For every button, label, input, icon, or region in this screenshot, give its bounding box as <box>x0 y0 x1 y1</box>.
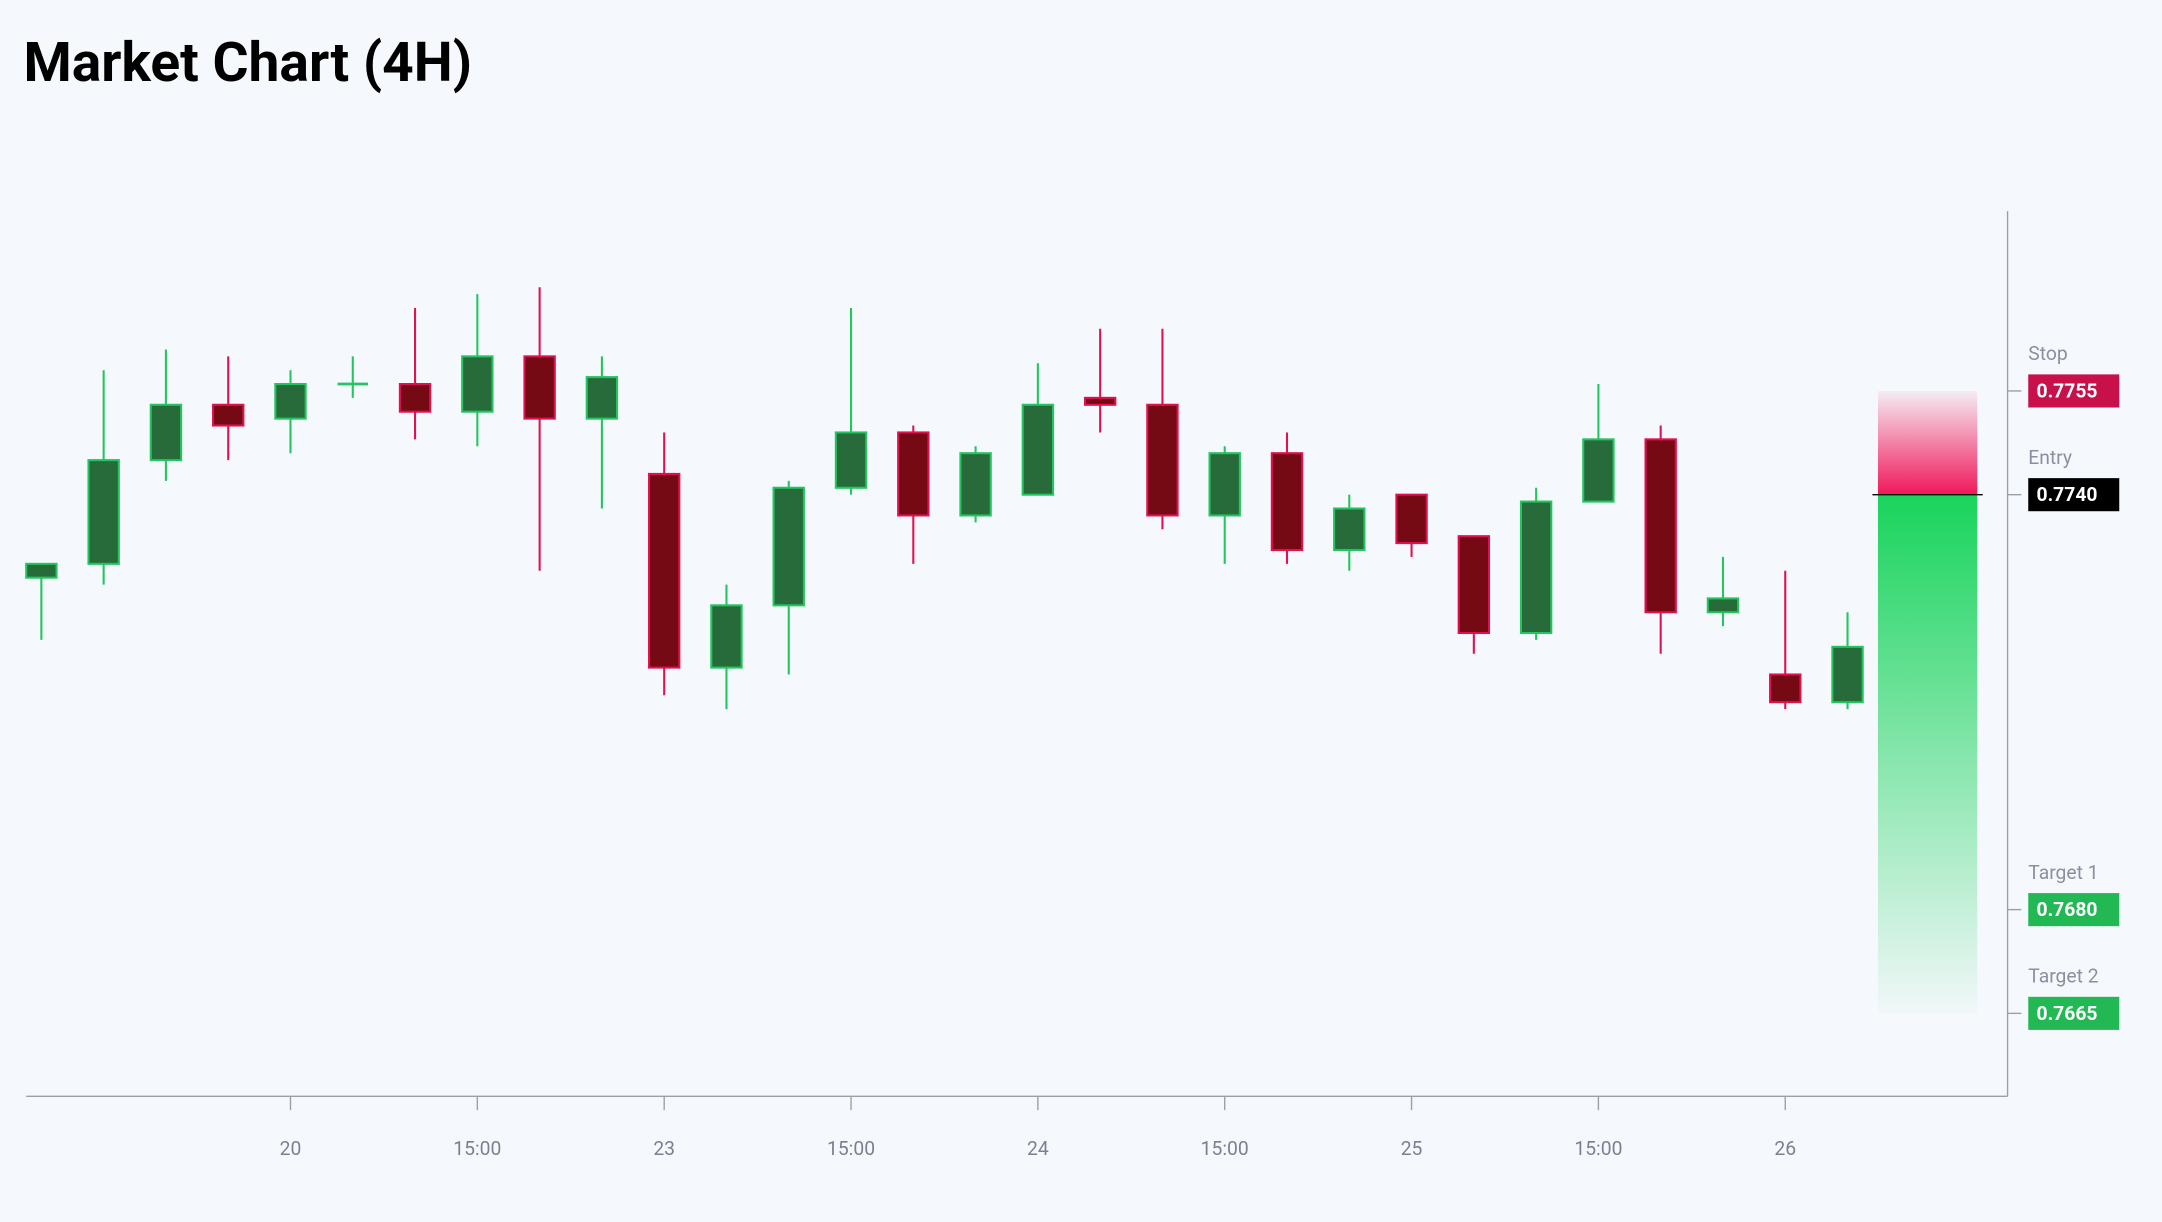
candle-body <box>647 472 681 669</box>
level-name: Entry <box>2028 446 2072 469</box>
candle-body <box>274 382 307 420</box>
level-value: 0.7755 <box>2037 379 2098 402</box>
candle-body <box>585 376 619 420</box>
candle-body <box>1021 403 1055 496</box>
level-value: 0.7665 <box>2037 1002 2098 1025</box>
x-tick-label: 23 <box>653 1137 675 1160</box>
x-tick-label: 15:00 <box>1201 1137 1249 1160</box>
candle-body <box>1519 500 1553 635</box>
candle-body <box>1769 673 1802 704</box>
candle-body <box>212 403 245 427</box>
level-value: 0.7680 <box>2037 898 2098 921</box>
candle-body <box>1831 645 1864 704</box>
candle-body <box>1270 452 1304 552</box>
candle-body <box>772 486 805 607</box>
candle-body <box>1395 493 1428 545</box>
candle-body <box>523 355 556 420</box>
x-tick-label: 20 <box>280 1137 302 1160</box>
x-tick-label: 15:00 <box>453 1137 501 1160</box>
chart-title: Market Chart (4H) <box>23 31 472 95</box>
candle-body <box>1706 597 1740 614</box>
candle-body <box>1333 507 1366 552</box>
candle-body <box>1208 452 1241 517</box>
level-name: Target 1 <box>2028 861 2098 884</box>
candle-body <box>1644 438 1677 614</box>
level-badge <box>2028 478 2120 512</box>
candle-body <box>1083 396 1117 406</box>
candle-body <box>461 355 494 413</box>
x-tick-label: 25 <box>1401 1137 1423 1160</box>
x-tick-label: 24 <box>1027 1137 1049 1160</box>
level-badge <box>2028 893 2120 927</box>
candle-body <box>710 604 743 669</box>
candle-body <box>1582 438 1615 503</box>
x-tick-label: 26 <box>1774 1137 1796 1160</box>
candle-body <box>398 382 432 413</box>
candle-body <box>1146 403 1179 517</box>
candle-body <box>25 562 58 579</box>
candle-body <box>87 459 120 565</box>
level-name: Target 2 <box>2028 965 2098 988</box>
level-value: 0.7740 <box>2037 483 2098 506</box>
candle-body <box>1457 535 1491 635</box>
candle-body <box>149 403 183 462</box>
level-name: Stop <box>2028 342 2067 365</box>
candle-body <box>897 431 930 517</box>
level-badge <box>2028 374 2120 408</box>
candle-body <box>834 431 868 489</box>
target-zone <box>1877 494 1978 1014</box>
x-tick-label: 15:00 <box>827 1137 875 1160</box>
x-tick-label: 15:00 <box>1574 1137 1622 1160</box>
stop-zone <box>1877 390 1978 495</box>
level-badge <box>2028 996 2120 1030</box>
candle-body <box>959 452 992 517</box>
